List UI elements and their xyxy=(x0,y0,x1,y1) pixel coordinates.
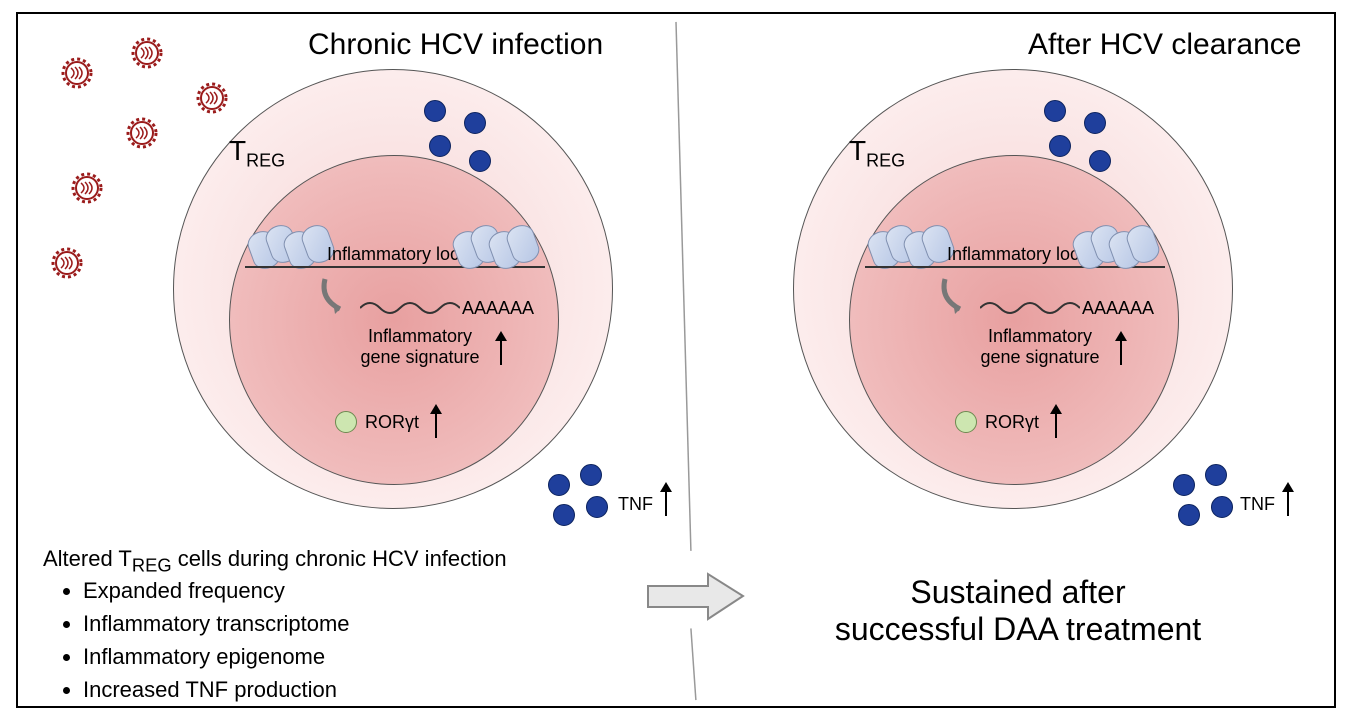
right-panel-title: After HCV clearance xyxy=(1028,28,1301,62)
nucleus-right: Inflammatory loci AAAAAA Inflammatory ge… xyxy=(849,155,1179,485)
footer-heading: Altered TREG cells during chronic HCV in… xyxy=(43,544,507,578)
nucleus-left: Inflammatory loci AAAAAA Inflammatory ge… xyxy=(229,155,559,485)
mrna-wave-icon xyxy=(980,298,1080,318)
bullet-item: Inflammatory transcriptome xyxy=(83,607,350,640)
tnf-dot xyxy=(1044,100,1066,122)
treg-label: TREG xyxy=(229,135,285,172)
rorgt-dot xyxy=(955,411,977,433)
tnf-dot xyxy=(1205,464,1227,486)
rorgt-dot xyxy=(335,411,357,433)
diagram-frame: Chronic HCV infection TREG Inflammatory … xyxy=(16,12,1336,708)
bullet-item: Increased TNF production xyxy=(83,673,350,706)
tnf-dot xyxy=(1211,496,1233,518)
up-arrow-icon xyxy=(1050,404,1062,438)
tnf-dot xyxy=(464,112,486,134)
footer-bullets: Expanded frequency Inflammatory transcri… xyxy=(43,574,350,706)
left-panel-title: Chronic HCV infection xyxy=(308,28,603,62)
mrna-wave-icon xyxy=(360,298,460,318)
virus-icon xyxy=(63,164,111,212)
tnf-dot xyxy=(424,100,446,122)
tnf-dot xyxy=(548,474,570,496)
up-arrow-icon xyxy=(660,482,672,516)
up-arrow-icon xyxy=(1282,482,1294,516)
up-arrow-icon xyxy=(495,331,507,365)
tnf-dot xyxy=(429,135,451,157)
bullet-item: Inflammatory epigenome xyxy=(83,640,350,673)
tnf-label-right: TNF xyxy=(1240,494,1275,515)
rorgt-label: RORγt xyxy=(365,412,419,433)
up-arrow-icon xyxy=(1115,331,1127,365)
transcription-arrow-icon xyxy=(935,274,985,319)
tnf-dot xyxy=(1049,135,1071,157)
treg-cell-right: TREG Inflammatory loci xyxy=(793,69,1233,509)
tnf-label-left: TNF xyxy=(618,494,653,515)
tnf-dot xyxy=(1084,112,1106,134)
transition-arrow-icon xyxy=(643,569,748,624)
rorgt-label: RORγt xyxy=(985,412,1039,433)
chromatin-label: Inflammatory loci xyxy=(945,244,1085,265)
treg-label: TREG xyxy=(849,135,905,172)
virus-icon xyxy=(188,74,236,122)
gene-signature-label: Inflammatory gene signature xyxy=(350,326,490,368)
treg-cell-left: TREG Inflammatory loci xyxy=(173,69,613,509)
sustained-text: Sustained after successful DAA treatment xyxy=(808,574,1228,648)
virus-icon xyxy=(123,29,171,77)
virus-icon xyxy=(53,49,101,97)
tnf-dot xyxy=(553,504,575,526)
tnf-dot xyxy=(1178,504,1200,526)
chromatin-label: Inflammatory loci xyxy=(325,244,465,265)
bullet-item: Expanded frequency xyxy=(83,574,350,607)
tnf-dot xyxy=(469,150,491,172)
virus-icon xyxy=(118,109,166,157)
tnf-dot xyxy=(586,496,608,518)
mrna-tail: AAAAAA xyxy=(462,298,534,319)
up-arrow-icon xyxy=(430,404,442,438)
gene-signature-label: Inflammatory gene signature xyxy=(970,326,1110,368)
tnf-dot xyxy=(1089,150,1111,172)
tnf-dot xyxy=(1173,474,1195,496)
tnf-dot xyxy=(580,464,602,486)
mrna-tail: AAAAAA xyxy=(1082,298,1154,319)
transcription-arrow-icon xyxy=(315,274,365,319)
virus-icon xyxy=(43,239,91,287)
